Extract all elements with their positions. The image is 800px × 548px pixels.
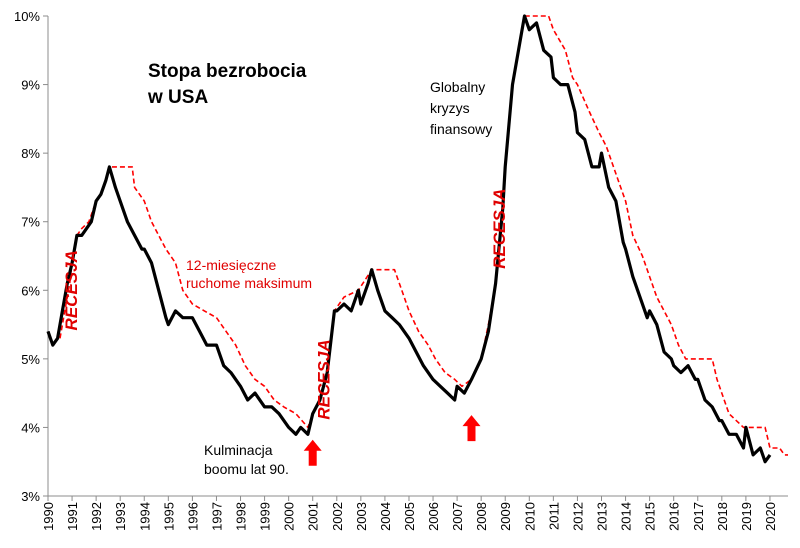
x-tick-label: 2016	[667, 502, 682, 531]
x-tick-label: 2014	[619, 502, 634, 531]
x-tick-label: 2002	[330, 502, 345, 531]
peak-label-line-2: boomu lat 90.	[204, 461, 289, 477]
y-tick-label: 3%	[21, 489, 40, 504]
recession-label: RECESJA	[490, 188, 509, 268]
x-tick-label: 2001	[306, 502, 321, 531]
x-tick-label: 2020	[763, 502, 778, 531]
x-tick-label: 2010	[522, 502, 537, 531]
x-tick-label: 2003	[354, 502, 369, 531]
peak-label-line-1: Kulminacja	[204, 442, 273, 458]
chart-title-line-2: w USA	[147, 87, 208, 108]
x-tick-label: 2007	[450, 502, 465, 531]
x-tick-label: 1998	[234, 502, 249, 531]
x-tick-label: 2017	[691, 502, 706, 531]
crisis-label-line-1: Globalny	[430, 79, 485, 95]
x-tick-label: 2005	[402, 502, 417, 531]
x-tick-label: 2004	[378, 502, 393, 531]
x-tick-label: 2018	[715, 502, 730, 531]
x-tick-label: 1996	[185, 502, 200, 531]
recession-labels: RECESJA RECESJA RECESJA	[62, 188, 509, 419]
x-tick-label: 1997	[209, 502, 224, 531]
x-tick-label: 2000	[282, 502, 297, 531]
x-axis-ticks: 1990 1991 1992 1993 1994 1995 1996 1997 1998 1999…	[41, 496, 778, 531]
x-tick-label: 1993	[113, 502, 128, 531]
y-tick-label: 5%	[21, 352, 40, 367]
x-tick-label: 2015	[643, 502, 658, 531]
y-tick-label: 4%	[21, 420, 40, 435]
x-tick-label: 2019	[739, 502, 754, 531]
x-tick-label: 2008	[474, 502, 489, 531]
x-tick-label: 2012	[570, 502, 585, 531]
up-arrow-icon	[462, 415, 481, 442]
recession-label: RECESJA	[62, 250, 81, 330]
x-tick-label: 1995	[161, 502, 176, 531]
y-tick-label: 8%	[21, 146, 40, 161]
y-tick-label: 6%	[21, 283, 40, 298]
y-tick-label: 10%	[14, 9, 40, 24]
y-tick-label: 9%	[21, 78, 40, 93]
x-tick-label: 2011	[546, 502, 561, 530]
chart-title-line-1: Stopa bezrobocia	[148, 61, 307, 82]
x-tick-label: 1990	[41, 502, 56, 531]
up-arrow-icon	[303, 439, 322, 466]
crisis-label-line-3: finansowy	[430, 121, 492, 137]
x-tick-label: 1992	[89, 502, 104, 531]
crisis-label-line-2: kryzys	[430, 100, 470, 116]
x-tick-label: 2013	[594, 502, 609, 531]
y-axis-ticks: 3% 4% 5% 6% 7% 8% 9% 10%	[14, 9, 48, 504]
recession-label: RECESJA	[315, 339, 334, 419]
unemployment-line	[46, 14, 772, 464]
x-tick-label: 1991	[65, 502, 80, 531]
x-tick-label: 1999	[258, 502, 273, 531]
x-tick-label: 2009	[498, 502, 513, 531]
max12-label-line-1: 12-miesięczne	[186, 257, 276, 273]
arrow-layer	[303, 415, 481, 466]
x-tick-label: 2006	[426, 502, 441, 531]
max12-label-line-2: ruchome maksimum	[186, 275, 312, 291]
series-layer	[46, 14, 788, 464]
y-tick-label: 7%	[21, 215, 40, 230]
x-tick-label: 1994	[137, 502, 152, 531]
